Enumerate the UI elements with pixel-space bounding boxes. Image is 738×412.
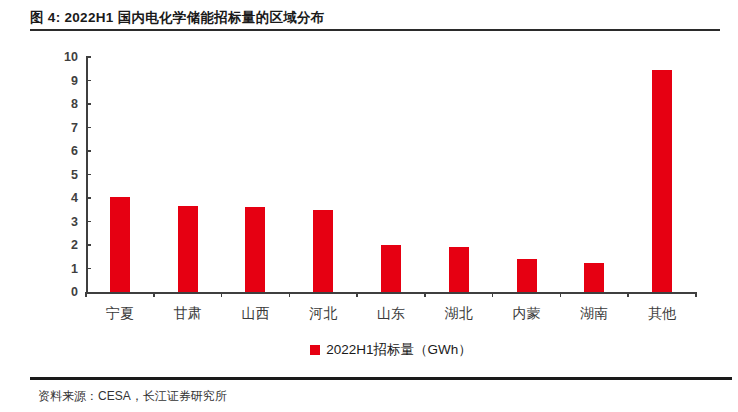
x-axis-category-label: 河北: [289, 304, 357, 322]
x-tick: [85, 292, 87, 297]
bar-山西: [245, 207, 265, 292]
y-tick: [86, 244, 91, 246]
y-axis-tick-label: 1: [38, 261, 78, 277]
y-tick: [86, 56, 91, 58]
y-axis-tick-label: 9: [38, 73, 78, 89]
y-tick: [86, 150, 91, 152]
y-tick: [86, 174, 91, 176]
bar-湖南: [584, 263, 604, 292]
x-tick: [492, 292, 494, 297]
x-axis-category-label: 甘肃: [154, 304, 222, 322]
y-tick: [86, 268, 91, 270]
legend-swatch-red: [310, 345, 320, 355]
x-tick: [221, 292, 223, 297]
x-tick: [424, 292, 426, 297]
y-axis-tick-label: 8: [38, 96, 78, 112]
y-tick: [86, 127, 91, 129]
bar-其他: [652, 70, 672, 292]
x-axis-category-label: 宁夏: [86, 304, 154, 322]
x-tick: [627, 292, 629, 297]
x-axis-category-label: 湖北: [425, 304, 493, 322]
x-axis-category-label: 其他: [628, 304, 696, 322]
y-tick: [86, 197, 91, 199]
y-tick: [86, 80, 91, 82]
x-axis-line: [86, 292, 697, 294]
x-tick: [356, 292, 358, 297]
bar-甘肃: [178, 206, 198, 292]
x-axis-category-label: 内蒙: [493, 304, 561, 322]
x-axis-category-label: 山东: [357, 304, 425, 322]
figure-card: 图 4: 2022H1 国内电化学储能招标量的区域分布 012345678910…: [0, 0, 738, 412]
y-axis-tick-label: 2: [38, 237, 78, 253]
legend-label: 2022H1招标量（GWh）: [326, 341, 472, 359]
bottom-divider: [30, 377, 732, 380]
y-tick: [86, 221, 91, 223]
x-tick: [289, 292, 291, 297]
x-tick: [153, 292, 155, 297]
x-axis-category-label: 山西: [222, 304, 290, 322]
bar-内蒙: [517, 259, 537, 292]
y-axis-tick-label: 5: [38, 167, 78, 183]
bar-湖北: [449, 247, 469, 292]
y-axis-tick-label: 10: [38, 49, 78, 65]
x-tick: [695, 292, 697, 297]
y-axis-tick-label: 0: [38, 284, 78, 300]
bar-山东: [381, 245, 401, 292]
y-axis-tick-label: 7: [38, 120, 78, 136]
chart-legend: 2022H1招标量（GWh）: [86, 341, 696, 359]
y-axis-tick-label: 3: [38, 214, 78, 230]
x-tick: [560, 292, 562, 297]
y-axis-tick-label: 6: [38, 143, 78, 159]
x-axis-category-label: 湖南: [560, 304, 628, 322]
y-axis-tick-label: 4: [38, 190, 78, 206]
source-note: 资料来源：CESA，长江证券研究所: [38, 388, 227, 405]
bar-宁夏: [110, 197, 130, 292]
y-tick: [86, 103, 91, 105]
bar-河北: [313, 210, 333, 292]
